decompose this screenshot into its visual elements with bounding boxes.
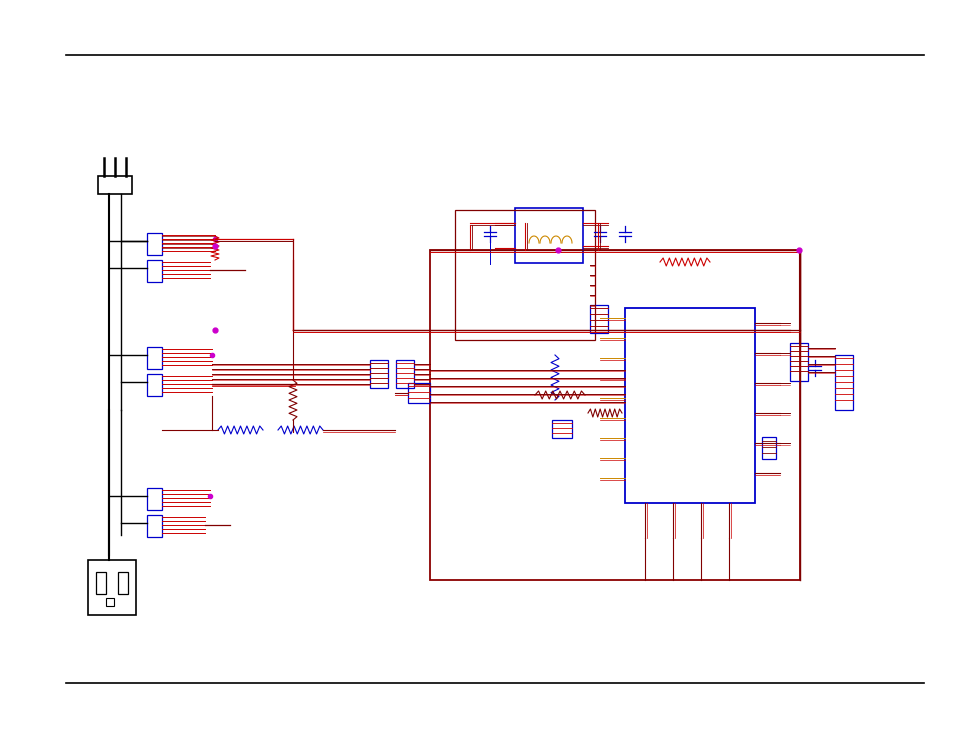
- Bar: [96, 572, 106, 594]
- Bar: [789, 343, 807, 381]
- Bar: [147, 374, 162, 396]
- Bar: [455, 210, 595, 340]
- Bar: [88, 560, 136, 615]
- Bar: [147, 515, 162, 537]
- Bar: [834, 355, 852, 410]
- Bar: [761, 437, 775, 459]
- Bar: [98, 176, 132, 194]
- Bar: [515, 208, 582, 263]
- Bar: [147, 347, 162, 369]
- Bar: [147, 233, 162, 255]
- Bar: [624, 308, 754, 503]
- Bar: [395, 360, 414, 388]
- Bar: [370, 360, 388, 388]
- Bar: [408, 383, 430, 403]
- Bar: [552, 420, 572, 438]
- Bar: [430, 250, 800, 580]
- Bar: [106, 598, 113, 606]
- Bar: [147, 488, 162, 510]
- Bar: [118, 572, 128, 594]
- Bar: [147, 260, 162, 282]
- Bar: [589, 305, 607, 333]
